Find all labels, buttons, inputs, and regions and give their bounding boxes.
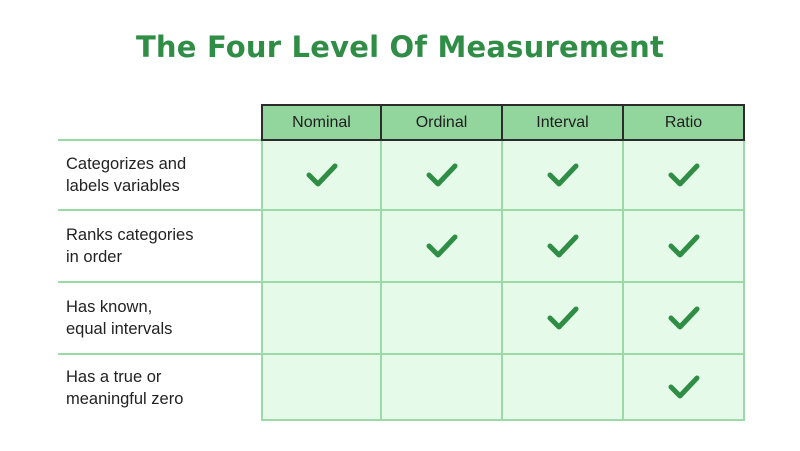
table-cell — [503, 355, 624, 421]
check-icon — [547, 234, 578, 258]
table-cell — [261, 283, 382, 355]
table-cell — [503, 141, 624, 211]
page-title: The Four Level Of Measurement — [135, 30, 665, 64]
column-header-ratio: Ratio — [622, 104, 745, 141]
table-cell — [261, 211, 382, 283]
row-label-ranks: Ranks categories in order — [58, 211, 261, 283]
table-cell — [624, 355, 745, 421]
table-cell — [261, 355, 382, 421]
table-cell — [382, 141, 503, 211]
table-cell — [261, 141, 382, 211]
check-icon — [426, 234, 457, 258]
check-icon — [668, 306, 699, 330]
row-label-intervals: Has known, equal intervals — [58, 283, 261, 355]
check-icon — [426, 163, 457, 187]
table-cell — [503, 283, 624, 355]
table-cell — [382, 355, 503, 421]
table-cell — [503, 211, 624, 283]
table-cell — [624, 141, 745, 211]
measurement-table: Nominal Ordinal Interval Ratio Categoriz… — [58, 104, 745, 421]
table-corner — [58, 104, 261, 141]
column-header-ordinal: Ordinal — [380, 104, 503, 141]
check-icon — [547, 306, 578, 330]
check-icon — [668, 234, 699, 258]
table-cell — [382, 211, 503, 283]
column-header-nominal: Nominal — [261, 104, 382, 141]
check-icon — [668, 163, 699, 187]
check-icon — [547, 163, 578, 187]
table-cell — [624, 211, 745, 283]
row-label-categorizes: Categorizes and labels variables — [58, 141, 261, 211]
column-header-interval: Interval — [501, 104, 624, 141]
check-icon — [306, 163, 337, 187]
table-cell — [382, 283, 503, 355]
check-icon — [668, 375, 699, 399]
table-cell — [624, 283, 745, 355]
row-label-zero: Has a true or meaningful zero — [66, 368, 184, 408]
